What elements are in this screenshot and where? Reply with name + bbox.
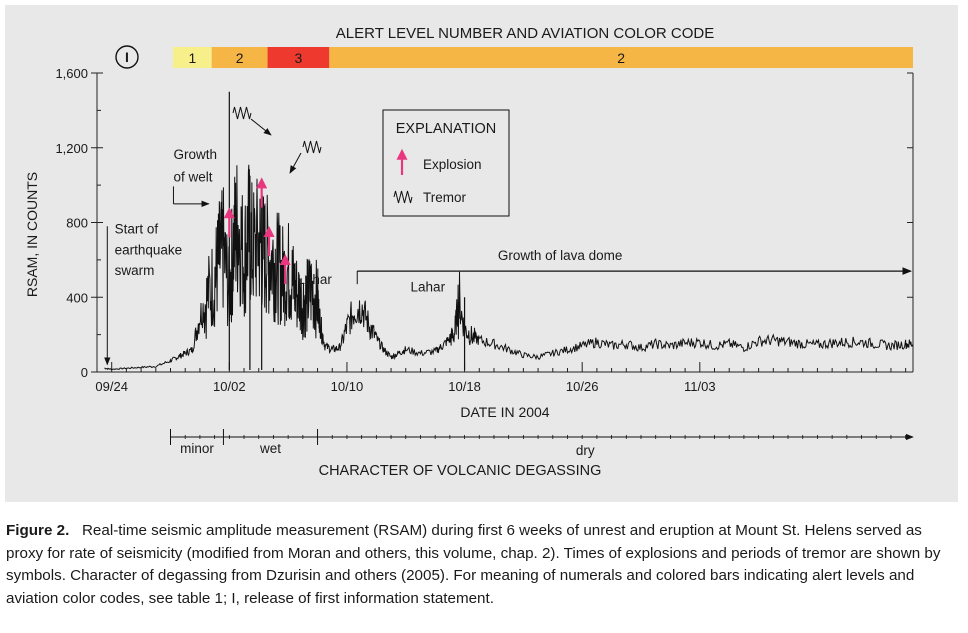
annotation-text: earthquake	[115, 242, 183, 257]
alert-level-bar	[329, 47, 913, 68]
degassing-segment-label: minor	[180, 441, 214, 456]
info-statement-circle	[115, 45, 139, 69]
degassing-segment-label: wet	[259, 441, 281, 456]
legend-explosion-label: Explosion	[423, 157, 482, 172]
tremor-pointer-arrow	[250, 118, 272, 136]
info-statement-label: I	[125, 49, 129, 65]
x-tick-label: 09/24	[95, 379, 128, 394]
annotation-text: Growth	[173, 147, 217, 162]
annotation-text: Lahar	[297, 272, 332, 287]
tremor-pointer-arrow	[289, 152, 302, 174]
x-tick-label: 10/02	[213, 379, 246, 394]
rsam-chart: ALERT LEVEL NUMBER AND AVIATION COLOR CO…	[24, 25, 914, 479]
figure-panel: ALERT LEVEL NUMBER AND AVIATION COLOR CO…	[5, 5, 958, 502]
alert-level-number: 2	[617, 50, 625, 66]
annotation-text: Growth of lava dome	[498, 248, 623, 263]
annotation-text: Lahar	[411, 280, 446, 295]
y-tick-label: 400	[66, 290, 88, 305]
y-tick-label: 1,600	[55, 66, 88, 81]
alert-level-heading: ALERT LEVEL NUMBER AND AVIATION COLOR CO…	[336, 25, 714, 42]
alert-level-bar	[173, 47, 212, 68]
alert-level-bar	[267, 47, 330, 68]
figure-caption: Figure 2. Real-time seismic amplitude me…	[6, 520, 956, 610]
x-axis-title: DATE IN 2004	[460, 404, 549, 420]
legend-tremor-label: Tremor	[423, 190, 467, 205]
y-axis-title: RSAM, IN COUNTS	[24, 172, 40, 297]
x-tick-label: 10/26	[566, 379, 599, 394]
annotation-text: of welt	[173, 169, 212, 184]
explanation-title: EXPLANATION	[396, 121, 496, 137]
annotation-text: Start of	[115, 222, 159, 237]
y-tick-label: 800	[66, 216, 88, 231]
y-tick-label: 1,200	[55, 141, 88, 156]
x-tick-label: 11/03	[684, 379, 716, 394]
caption-label: Figure 2.	[6, 522, 70, 539]
x-tick-label: 10/18	[448, 379, 481, 394]
alert-level-number: 2	[236, 50, 244, 66]
tremor-icon	[232, 106, 252, 120]
alert-level-number: 3	[295, 50, 303, 66]
alert-level-bar	[211, 47, 268, 68]
degassing-segment-label: dry	[576, 443, 595, 458]
degassing-title: CHARACTER OF VOLCANIC DEGASSING	[319, 463, 602, 479]
explanation-box	[382, 109, 510, 217]
x-tick-label: 10/10	[331, 379, 364, 394]
y-tick-label: 0	[81, 365, 88, 380]
annotation-text: swarm	[115, 263, 155, 278]
legend-tremor-icon	[393, 190, 413, 204]
caption-text: Real-time seismic amplitude measurement …	[6, 522, 941, 607]
alert-level-number: 1	[188, 50, 196, 66]
tremor-icon	[302, 140, 322, 154]
